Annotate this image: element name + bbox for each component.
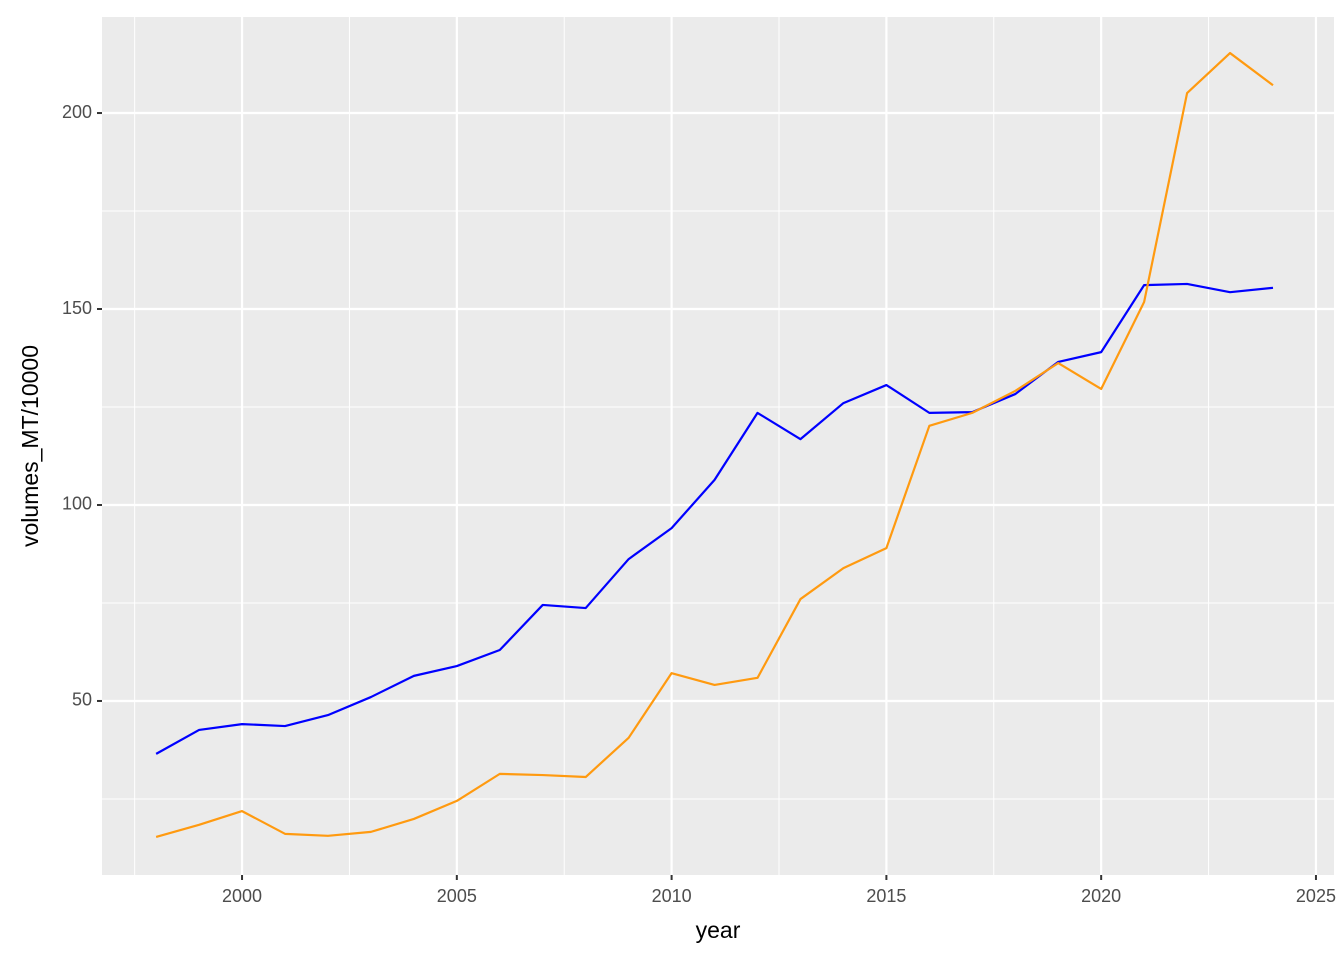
series-line: [155, 282, 1274, 755]
x-tick-label: 2000: [222, 886, 262, 906]
y-axis-title: volumes_MT/10000: [17, 345, 43, 547]
panel: [102, 17, 1334, 875]
x-tick-label: 2020: [1081, 886, 1121, 906]
y-tick-label: 100: [62, 494, 92, 514]
x-axis-title: year: [696, 917, 741, 943]
x-tick-label: 2025: [1296, 886, 1336, 906]
x-tick-label: 2010: [652, 886, 692, 906]
y-tick-label: 200: [62, 102, 92, 122]
x-tick-label: 2015: [866, 886, 906, 906]
series-line: [155, 51, 1274, 839]
y-tick-label: 150: [62, 298, 92, 318]
y-tick-label: 50: [72, 690, 92, 710]
x-tick-label: 2005: [437, 886, 477, 906]
lines: [155, 51, 1274, 839]
